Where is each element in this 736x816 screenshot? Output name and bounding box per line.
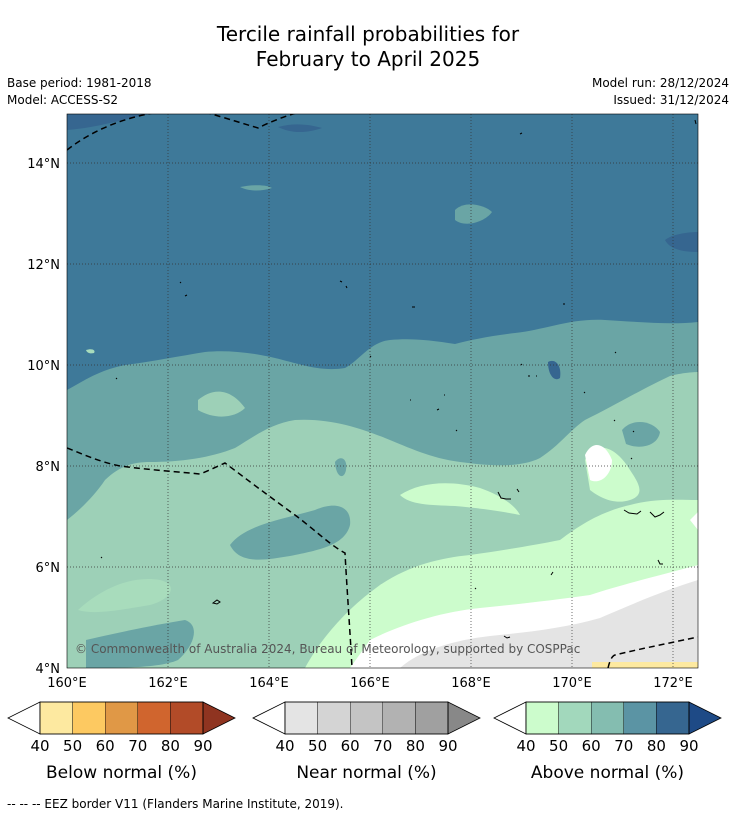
lat-label-10n: 10°N — [27, 359, 60, 374]
colorbar-near-tick: 50 — [308, 737, 327, 755]
colorbar-below-frame — [39, 701, 204, 735]
model-run: Model run: 28/12/2024 — [591, 76, 729, 90]
meta-right: Model run: 28/12/2024 Issued: 31/12/2024 — [592, 75, 729, 109]
colorbar-below-tick: 50 — [63, 737, 82, 755]
latitude-labels: 14°N 12°N 10°N 8°N 6°N 4°N — [27, 157, 60, 677]
colorbar-below-tick: 70 — [128, 737, 147, 755]
colorbar-near-under-arrow — [252, 701, 286, 735]
colorbar-near-segment — [350, 701, 384, 735]
lat-label-12n: 12°N — [27, 258, 60, 273]
longitude-labels: 160°E 162°E 164°E 166°E 168°E 170°E 172°… — [47, 676, 693, 691]
lon-label-170e: 170°E — [552, 676, 592, 691]
eez-borders — [67, 114, 698, 668]
base-period: Base period: 1981-2018 — [7, 76, 152, 90]
colorbar-near-tick: 70 — [373, 737, 392, 755]
islands — [100, 119, 697, 639]
lon-label-168e: 168°E — [451, 676, 491, 691]
lat-label-4n: 4°N — [36, 662, 61, 677]
map-gridlines — [67, 114, 698, 668]
colorbar-below-segment — [137, 701, 171, 735]
colorbar-above-label: Above normal (%) — [531, 763, 684, 783]
colorbar-near-over-arrow — [447, 701, 481, 735]
colorbar-near-tick: 40 — [275, 737, 294, 755]
map-frame — [66, 113, 699, 669]
colorbar-above-segment — [591, 701, 625, 735]
probability-fill — [67, 114, 698, 668]
model-name: Model: ACCESS-S2 — [7, 93, 119, 107]
colorbar-near-segment — [317, 701, 351, 735]
title-line-2: February to April 2025 — [255, 47, 481, 71]
footnote-eez: -- -- -- EEZ border V11 (Flanders Marine… — [7, 797, 344, 811]
colorbar-near-segment — [382, 701, 416, 735]
chart-title: Tercile rainfall probabilities for Febru… — [0, 22, 736, 72]
map-copyright: © Commonwealth of Australia 2024, Bureau… — [75, 642, 580, 656]
colorbar-above-tick: 50 — [549, 737, 568, 755]
lat-label-6n: 6°N — [36, 561, 61, 576]
colorbar-below-tick: 40 — [30, 737, 49, 755]
colorbar-above-frame — [525, 701, 690, 735]
colorbar-below-over-arrow — [202, 701, 236, 735]
colorbar-above-tick: 70 — [614, 737, 633, 755]
colorbar-below-tick: 80 — [161, 737, 180, 755]
lon-label-162e: 162°E — [148, 676, 188, 691]
colorbar-near-segment — [415, 701, 449, 735]
lon-label-172e: 172°E — [653, 676, 693, 691]
lon-label-164e: 164°E — [249, 676, 289, 691]
colorbar-above-tick: 40 — [516, 737, 535, 755]
colorbar-above-under-arrow — [493, 701, 527, 735]
colorbar-near-tick: 60 — [341, 737, 360, 755]
lat-label-8n: 8°N — [36, 460, 61, 475]
colorbar-below-segment — [170, 701, 204, 735]
colorbar-below-label: Below normal (%) — [46, 763, 197, 783]
lon-label-160e: 160°E — [47, 676, 87, 691]
colorbar-below-segment — [39, 701, 73, 735]
colorbar-near-tick: 80 — [406, 737, 425, 755]
colorbar-above-tick: 90 — [679, 737, 698, 755]
colorbar-below-under-arrow — [7, 701, 41, 735]
colorbar-above-segment — [656, 701, 690, 735]
colorbar-below-tick: 90 — [193, 737, 212, 755]
lon-label-166e: 166°E — [350, 676, 390, 691]
colorbar-near-segment — [284, 701, 318, 735]
colorbar-above-normal: 40 50 60 70 80 90 Above normal (%) — [493, 701, 722, 783]
issued-date: Issued: 31/12/2024 — [613, 93, 729, 107]
colorbar-above-segment — [558, 701, 592, 735]
colorbar-near-frame — [284, 701, 449, 735]
colorbar-above-over-arrow — [688, 701, 722, 735]
lat-label-14n: 14°N — [27, 157, 60, 172]
colorbar-near-label: Near normal (%) — [296, 763, 436, 783]
colorbar-near-tick: 90 — [438, 737, 457, 755]
meta-left: Base period: 1981-2018 Model: ACCESS-S2 — [7, 75, 152, 109]
colorbar-below-segment — [104, 701, 138, 735]
colorbar-below-normal: 40 50 60 70 80 90 Below normal (%) — [7, 701, 236, 783]
title-line-1: Tercile rainfall probabilities for — [216, 22, 520, 46]
colorbar-below-segment — [72, 701, 106, 735]
colorbar-above-tick: 60 — [582, 737, 601, 755]
colorbar-above-segment — [525, 701, 559, 735]
colorbar-above-segment — [623, 701, 657, 735]
colorbar-above-tick: 80 — [647, 737, 666, 755]
colorbar-below-tick: 60 — [96, 737, 115, 755]
